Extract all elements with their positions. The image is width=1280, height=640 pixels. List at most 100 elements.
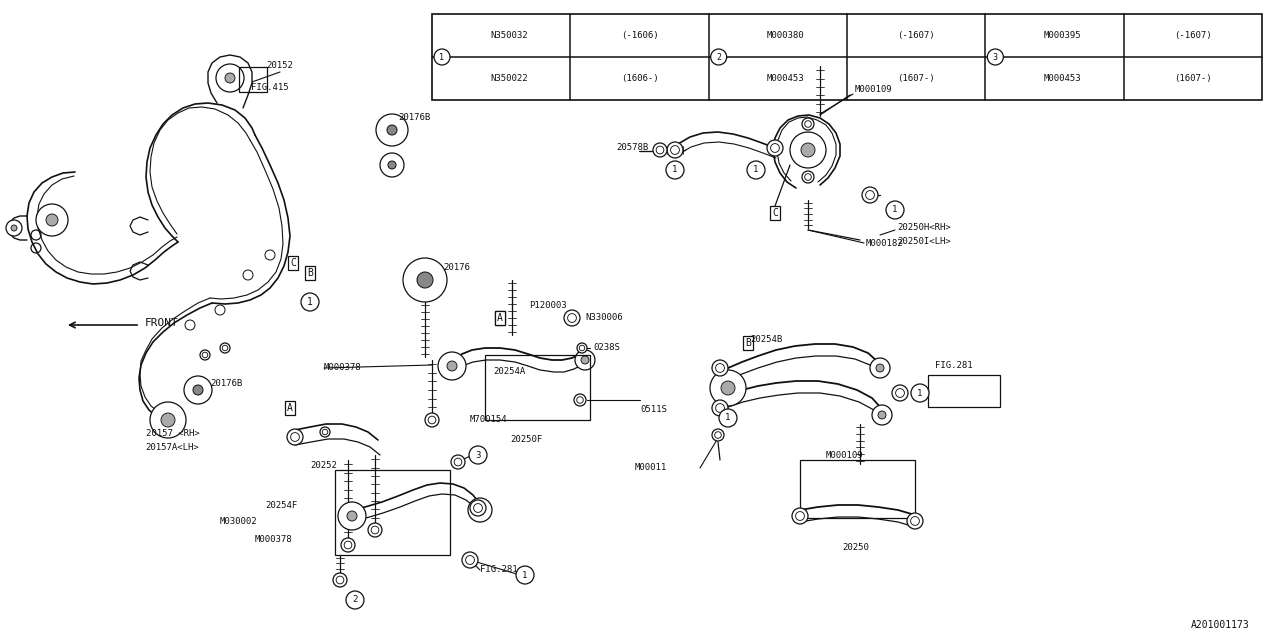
Text: N350032: N350032	[490, 31, 527, 40]
Circle shape	[425, 413, 439, 427]
Text: M030002: M030002	[220, 518, 257, 527]
Circle shape	[376, 114, 408, 146]
Text: N350022: N350022	[490, 74, 527, 83]
Circle shape	[653, 143, 667, 157]
Text: FRONT: FRONT	[145, 318, 179, 328]
Circle shape	[216, 64, 244, 92]
Circle shape	[12, 225, 17, 231]
Text: A: A	[497, 313, 503, 323]
Circle shape	[748, 161, 765, 179]
Text: M000182: M000182	[867, 239, 904, 248]
Text: 1: 1	[892, 205, 897, 214]
Circle shape	[470, 500, 486, 516]
Circle shape	[667, 142, 684, 158]
Bar	[928, 375, 1000, 407]
Circle shape	[908, 513, 923, 529]
Text: M000453: M000453	[767, 74, 805, 83]
Text: A201001173: A201001173	[1192, 620, 1251, 630]
Bar	[335, 470, 451, 555]
Circle shape	[987, 49, 1004, 65]
Circle shape	[369, 523, 381, 537]
Circle shape	[287, 429, 303, 445]
Text: 1: 1	[918, 388, 923, 397]
Text: C: C	[291, 258, 296, 268]
Circle shape	[886, 201, 904, 219]
Text: 1: 1	[726, 413, 731, 422]
Text: 1: 1	[522, 570, 527, 579]
Circle shape	[790, 132, 826, 168]
Circle shape	[721, 381, 735, 395]
Text: A: A	[497, 313, 503, 323]
Circle shape	[403, 258, 447, 302]
Circle shape	[911, 384, 929, 402]
Circle shape	[333, 573, 347, 587]
Circle shape	[434, 49, 451, 65]
Circle shape	[876, 364, 884, 372]
Circle shape	[564, 310, 580, 326]
Circle shape	[792, 508, 808, 524]
Text: M700154: M700154	[470, 415, 508, 424]
Text: (1607-): (1607-)	[1174, 74, 1212, 83]
Circle shape	[388, 161, 396, 169]
Circle shape	[387, 125, 397, 135]
Circle shape	[712, 429, 724, 441]
Circle shape	[346, 591, 364, 609]
Text: B: B	[307, 268, 312, 278]
Circle shape	[476, 506, 484, 514]
Text: M000109: M000109	[826, 451, 864, 461]
Circle shape	[712, 400, 728, 416]
Text: A: A	[287, 403, 293, 413]
Text: 20254A: 20254A	[493, 367, 525, 376]
Circle shape	[575, 350, 595, 370]
Text: M000395: M000395	[1043, 31, 1082, 40]
Circle shape	[447, 361, 457, 371]
Circle shape	[577, 343, 588, 353]
Text: 0511S: 0511S	[640, 406, 667, 415]
Circle shape	[719, 409, 737, 427]
Text: N330006: N330006	[585, 314, 622, 323]
Circle shape	[861, 187, 878, 203]
Circle shape	[468, 498, 492, 522]
Circle shape	[710, 49, 727, 65]
Text: 1: 1	[672, 166, 677, 175]
Text: 20250F: 20250F	[509, 435, 543, 445]
Text: P120003: P120003	[529, 301, 567, 310]
Text: 20176B: 20176B	[210, 378, 242, 387]
Text: 1: 1	[439, 52, 444, 61]
Circle shape	[516, 566, 534, 584]
Circle shape	[184, 376, 212, 404]
Circle shape	[892, 385, 908, 401]
Circle shape	[767, 140, 783, 156]
Circle shape	[46, 214, 58, 226]
Circle shape	[150, 402, 186, 438]
Text: 20176B: 20176B	[398, 113, 430, 122]
Text: 3: 3	[993, 52, 998, 61]
Text: M000378: M000378	[255, 536, 293, 545]
Circle shape	[438, 352, 466, 380]
Text: 20250: 20250	[842, 543, 869, 552]
Circle shape	[6, 220, 22, 236]
Circle shape	[301, 293, 319, 311]
Bar	[239, 67, 268, 92]
Circle shape	[220, 343, 230, 353]
Bar	[800, 460, 915, 518]
Text: 1: 1	[754, 166, 759, 175]
Circle shape	[462, 552, 477, 568]
Circle shape	[338, 502, 366, 530]
Circle shape	[468, 446, 486, 464]
Text: 20152: 20152	[266, 61, 293, 70]
Text: 20254B: 20254B	[750, 335, 782, 344]
Bar	[485, 355, 590, 420]
Text: (1606-): (1606-)	[621, 74, 658, 83]
Circle shape	[200, 350, 210, 360]
Text: 20157 <RH>: 20157 <RH>	[146, 429, 200, 438]
Text: 2: 2	[352, 595, 357, 605]
Bar	[433, 14, 1262, 100]
Text: M000380: M000380	[767, 31, 805, 40]
Circle shape	[581, 356, 589, 364]
Circle shape	[380, 153, 404, 177]
Circle shape	[801, 143, 815, 157]
Text: 1: 1	[307, 297, 312, 307]
Text: 20252: 20252	[310, 461, 337, 470]
Text: M000378: M000378	[324, 364, 362, 372]
